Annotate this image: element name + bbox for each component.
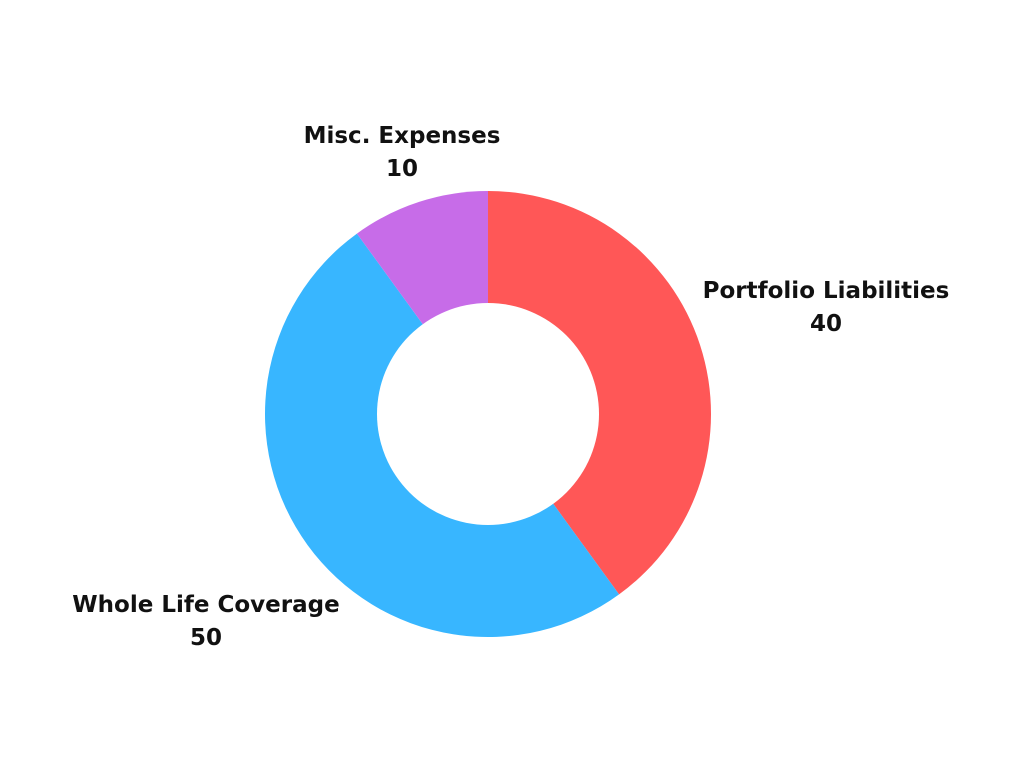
- slice-value-misc-expenses: 10: [386, 156, 418, 182]
- slice-label-misc-expenses: Misc. Expenses: [304, 123, 501, 149]
- slice-label-whole-life-coverage: Whole Life Coverage: [72, 592, 339, 618]
- labels-layer: Portfolio Liabilities 40 Whole Life Covera…: [72, 123, 949, 651]
- donut-hole: [377, 303, 599, 525]
- slice-portfolio-liabilities: [488, 191, 712, 595]
- slice-value-whole-life-coverage: 50: [190, 625, 222, 651]
- slice-value-portfolio-liabilities: 40: [810, 311, 842, 337]
- slice-label-portfolio-liabilities: Portfolio Liabilities: [703, 278, 950, 304]
